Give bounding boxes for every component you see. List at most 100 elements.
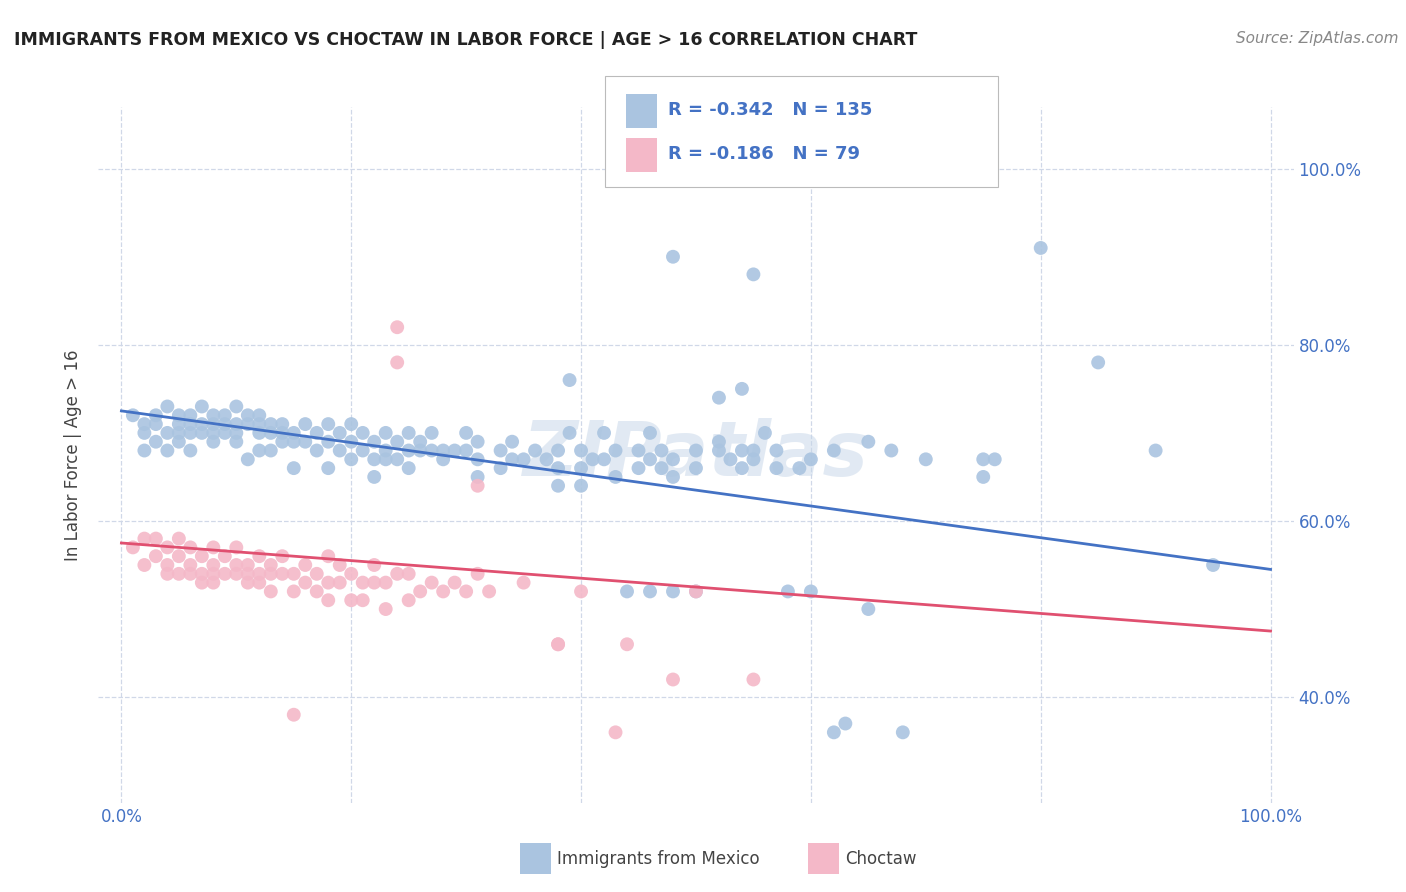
- Point: [707, 391, 730, 405]
- Point: [823, 725, 845, 739]
- Point: [156, 541, 179, 555]
- Point: [283, 566, 305, 581]
- Point: [271, 417, 294, 431]
- Point: [329, 425, 352, 440]
- Point: [512, 452, 534, 467]
- Point: [305, 566, 328, 581]
- Point: [374, 443, 396, 458]
- Point: [398, 443, 420, 458]
- Point: [363, 434, 385, 449]
- Point: [409, 434, 432, 449]
- Point: [443, 443, 465, 458]
- Point: [214, 425, 236, 440]
- Point: [156, 558, 179, 572]
- Point: [569, 479, 592, 493]
- Point: [225, 400, 247, 414]
- Point: [501, 452, 523, 467]
- Point: [316, 461, 339, 475]
- Point: [225, 417, 247, 431]
- Point: [467, 566, 489, 581]
- Point: [638, 425, 661, 440]
- Point: [776, 584, 799, 599]
- Point: [754, 425, 776, 440]
- Point: [145, 417, 167, 431]
- Point: [765, 461, 787, 475]
- Point: [340, 566, 363, 581]
- Point: [179, 417, 201, 431]
- Point: [398, 461, 420, 475]
- Point: [202, 541, 225, 555]
- Point: [662, 452, 685, 467]
- Point: [374, 602, 396, 616]
- Point: [685, 443, 707, 458]
- Point: [214, 549, 236, 564]
- Point: [260, 584, 283, 599]
- Point: [363, 575, 385, 590]
- Point: [247, 566, 270, 581]
- Point: [202, 434, 225, 449]
- Point: [260, 566, 283, 581]
- Point: [352, 593, 374, 607]
- Point: [294, 575, 316, 590]
- Point: [547, 637, 569, 651]
- Point: [363, 470, 385, 484]
- Point: [225, 425, 247, 440]
- Point: [236, 566, 259, 581]
- Point: [179, 558, 201, 572]
- Point: [385, 355, 409, 369]
- Point: [467, 470, 489, 484]
- Point: [524, 443, 547, 458]
- Point: [167, 425, 190, 440]
- Text: R = -0.186   N = 79: R = -0.186 N = 79: [668, 145, 860, 163]
- Point: [329, 575, 352, 590]
- Point: [145, 532, 167, 546]
- Point: [742, 443, 765, 458]
- Point: [456, 584, 478, 599]
- Point: [179, 566, 201, 581]
- Point: [467, 434, 489, 449]
- Point: [547, 479, 569, 493]
- Point: [191, 400, 214, 414]
- Point: [984, 452, 1007, 467]
- Point: [489, 461, 512, 475]
- Point: [858, 434, 880, 449]
- Point: [662, 250, 685, 264]
- Point: [202, 566, 225, 581]
- Point: [420, 575, 443, 590]
- Point: [547, 443, 569, 458]
- Point: [432, 443, 454, 458]
- Point: [605, 443, 627, 458]
- Point: [685, 461, 707, 475]
- Point: [650, 461, 672, 475]
- Point: [271, 566, 294, 581]
- Point: [316, 434, 339, 449]
- Point: [834, 716, 856, 731]
- Point: [501, 434, 523, 449]
- Point: [214, 566, 236, 581]
- Point: [858, 602, 880, 616]
- Point: [478, 584, 501, 599]
- Point: [260, 425, 283, 440]
- Point: [789, 461, 811, 475]
- Point: [638, 452, 661, 467]
- Point: [283, 425, 305, 440]
- Point: [167, 566, 190, 581]
- Point: [260, 558, 283, 572]
- Point: [880, 443, 903, 458]
- Point: [191, 575, 214, 590]
- Point: [385, 566, 409, 581]
- Point: [1087, 355, 1109, 369]
- Point: [616, 637, 638, 651]
- Point: [605, 470, 627, 484]
- Point: [638, 584, 661, 599]
- Point: [1029, 241, 1052, 255]
- Point: [316, 417, 339, 431]
- Point: [914, 452, 936, 467]
- Point: [316, 549, 339, 564]
- Point: [731, 382, 754, 396]
- Point: [236, 452, 259, 467]
- Point: [512, 575, 534, 590]
- Text: R = -0.342   N = 135: R = -0.342 N = 135: [668, 101, 872, 119]
- Point: [742, 452, 765, 467]
- Point: [247, 409, 270, 423]
